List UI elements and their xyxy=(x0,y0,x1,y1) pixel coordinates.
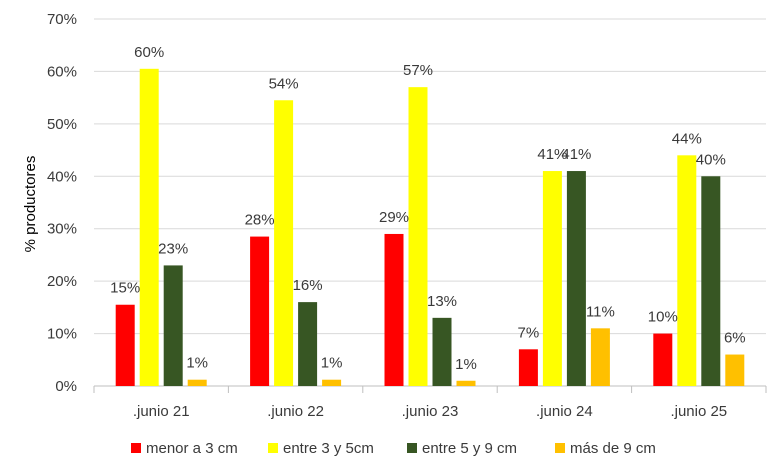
legend-label: entre 5 y 9 cm xyxy=(422,440,517,457)
data-label: 13% xyxy=(427,293,457,310)
data-label: 23% xyxy=(158,240,188,257)
legend-swatch xyxy=(407,443,417,453)
x-axis: .junio 21 .junio 22 .junio 23 .junio 24 .jun… xyxy=(93,386,767,420)
legend: menor a 3 cm entre 3 y 5cm entre 5 y 9 cm m… xyxy=(131,440,656,457)
bar xyxy=(250,236,270,386)
y-tick-label: 70% xyxy=(47,11,77,28)
x-tick-label: .junio 23 xyxy=(402,403,459,420)
data-label: 6% xyxy=(724,330,746,347)
data-label: 29% xyxy=(379,209,409,226)
bar xyxy=(701,176,721,386)
bar xyxy=(590,328,610,386)
data-label: 41% xyxy=(537,146,567,163)
legend-swatch xyxy=(555,443,565,453)
data-label: 7% xyxy=(518,324,540,341)
bar xyxy=(456,380,476,386)
data-label: 60% xyxy=(134,44,164,61)
y-tick-label: 50% xyxy=(47,116,77,133)
bar xyxy=(115,304,135,386)
x-tick-label: .junio 22 xyxy=(267,403,324,420)
data-label: 16% xyxy=(293,277,323,294)
bars xyxy=(115,68,745,387)
bar xyxy=(725,354,745,386)
legend-swatch xyxy=(131,443,141,453)
gridlines xyxy=(94,18,766,387)
data-label: 44% xyxy=(672,130,702,147)
data-label: 15% xyxy=(110,280,140,297)
data-label: 28% xyxy=(245,212,275,229)
bar xyxy=(322,379,342,386)
y-tick-label: 20% xyxy=(47,273,77,290)
bar xyxy=(677,155,697,386)
y-tick-label: 40% xyxy=(47,168,77,185)
y-tick-label: 0% xyxy=(55,378,77,395)
data-label: 11% xyxy=(586,303,615,320)
data-label: 1% xyxy=(455,356,477,373)
y-axis-ticks: 0% 10% 20% 30% 40% 50% 60% 70% xyxy=(47,11,77,395)
bar xyxy=(408,87,428,387)
x-tick-label: .junio 21 xyxy=(133,403,190,420)
data-label: 41% xyxy=(561,146,591,163)
legend-swatch xyxy=(268,443,278,453)
y-tick-label: 60% xyxy=(47,63,77,80)
legend-label: entre 3 y 5cm xyxy=(283,440,374,457)
bar xyxy=(274,100,294,386)
bar xyxy=(566,171,586,386)
legend-label: más de 9 cm xyxy=(570,440,656,457)
x-tick-label: .junio 24 xyxy=(536,403,593,420)
bar xyxy=(384,233,404,386)
data-label: 1% xyxy=(186,355,208,372)
data-label: 10% xyxy=(648,309,678,326)
bar xyxy=(432,317,452,386)
bar xyxy=(187,379,207,386)
data-label: 1% xyxy=(321,355,343,372)
y-axis-title: % productores xyxy=(22,156,39,253)
bar xyxy=(298,302,318,386)
y-tick-label: 10% xyxy=(47,326,77,343)
data-label: 40% xyxy=(696,151,726,168)
y-tick-label: 30% xyxy=(47,221,77,238)
bar xyxy=(518,349,538,386)
bar xyxy=(139,68,159,387)
legend-label: menor a 3 cm xyxy=(146,440,238,457)
data-labels: 15% 60% 23% 1% 28% 54% 16% 1% 29% 57% 13% 1% 7% 41%41… xyxy=(110,44,745,373)
x-tick-label: .junio 25 xyxy=(670,403,727,420)
bar xyxy=(653,333,673,386)
data-label: 54% xyxy=(269,75,299,92)
bar xyxy=(542,171,562,386)
data-label: 57% xyxy=(403,62,433,79)
bar xyxy=(163,265,183,386)
